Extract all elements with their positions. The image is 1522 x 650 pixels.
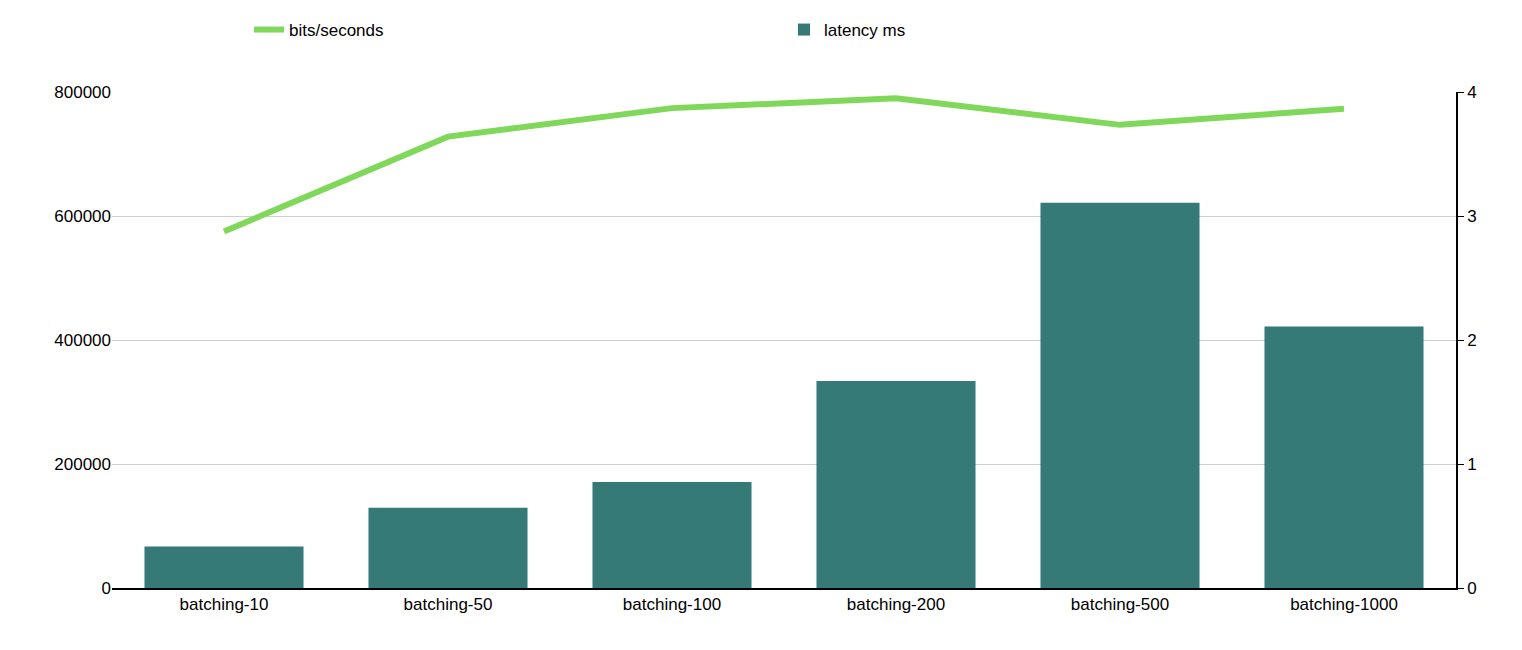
svg-text:batching-100: batching-100	[623, 595, 721, 614]
svg-text:bits/seconds: bits/seconds	[289, 21, 384, 40]
svg-text:batching-50: batching-50	[404, 595, 493, 614]
svg-text:600000: 600000	[54, 207, 111, 226]
svg-text:800000: 800000	[54, 83, 111, 102]
svg-text:3: 3	[1467, 207, 1476, 226]
svg-text:batching-200: batching-200	[847, 595, 945, 614]
svg-text:batching-10: batching-10	[180, 595, 269, 614]
svg-text:1: 1	[1467, 455, 1476, 474]
svg-text:latency ms: latency ms	[824, 21, 905, 40]
svg-text:0: 0	[102, 579, 111, 598]
svg-text:4: 4	[1467, 83, 1476, 102]
svg-text:400000: 400000	[54, 331, 111, 350]
svg-text:200000: 200000	[54, 455, 111, 474]
svg-text:batching-1000: batching-1000	[1290, 595, 1398, 614]
svg-text:batching-500: batching-500	[1071, 595, 1169, 614]
svg-text:2: 2	[1467, 331, 1476, 350]
svg-text:0: 0	[1467, 579, 1476, 598]
